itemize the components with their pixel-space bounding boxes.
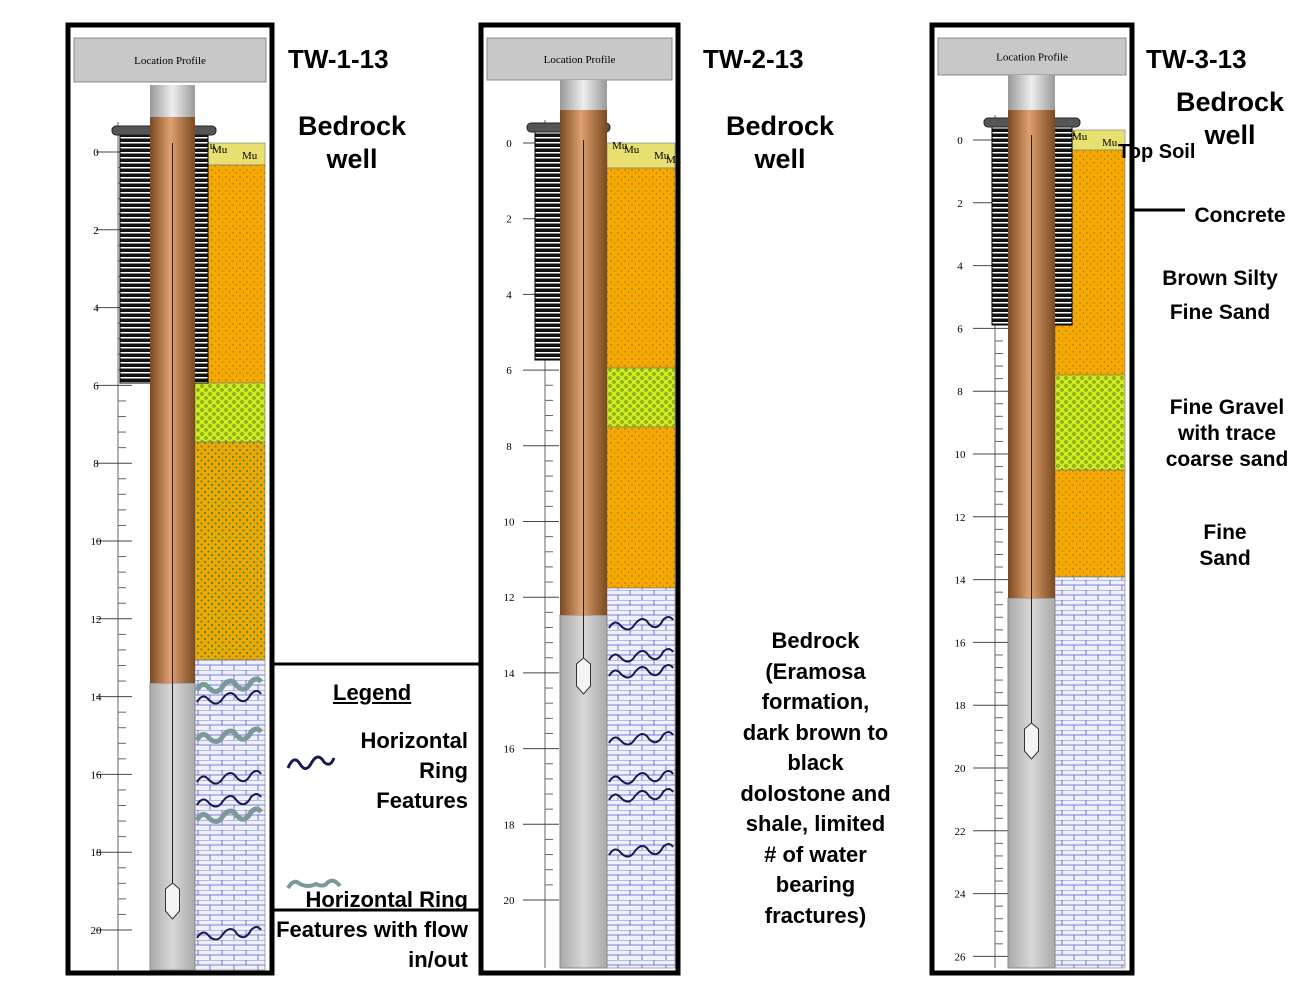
- soil-layer: [606, 142, 676, 169]
- depth-label: 6: [957, 323, 963, 335]
- soil-code: Mu: [1102, 137, 1118, 149]
- profile-header: [486, 37, 673, 81]
- soil-layer: [606, 367, 676, 428]
- ring-feature: [196, 690, 262, 705]
- depth-label: 26: [955, 951, 967, 963]
- probe: [165, 882, 180, 920]
- depth-label: 12: [955, 512, 966, 524]
- depth-label: 18: [91, 847, 103, 859]
- ring-feature: [608, 664, 674, 679]
- depth-label: 0: [93, 147, 99, 159]
- depth-label: 16: [91, 769, 103, 781]
- soil-label: Brown Silty Fine Sand: [1162, 267, 1278, 324]
- legend-ring-icon: [286, 755, 336, 770]
- soil-layer: [194, 382, 266, 443]
- legend-flow-icon: [286, 878, 342, 890]
- ring-feature: [194, 726, 264, 744]
- ring-feature: [608, 770, 674, 785]
- soil-layer: [1054, 374, 1126, 471]
- profile-header-label: Location Profile: [996, 52, 1068, 64]
- profile-header: [73, 37, 267, 83]
- profile-header-label: Location Profile: [134, 55, 206, 67]
- depth-label: 22: [955, 826, 966, 838]
- ring-feature: [608, 616, 674, 631]
- soil-layer: [606, 426, 676, 589]
- profile-header: [937, 37, 1127, 76]
- depth-label: 12: [504, 592, 515, 604]
- soil-label: Concrete: [1194, 204, 1286, 227]
- legend-title: Legend: [333, 680, 412, 705]
- depth-label: 4: [93, 303, 99, 315]
- depth-label: 0: [957, 135, 963, 147]
- depth-label: 18: [955, 700, 967, 712]
- soil-code: Mu: [212, 144, 228, 156]
- depth-label: 10: [504, 517, 516, 529]
- depth-label: 2: [957, 198, 963, 210]
- riser-cap: [1008, 75, 1055, 110]
- depth-label: 14: [955, 575, 967, 587]
- ring-feature: [196, 926, 262, 941]
- depth-label: 8: [506, 441, 512, 453]
- soil-code: Mu: [666, 154, 682, 166]
- depth-label: 14: [91, 692, 103, 704]
- depth-label: 16: [504, 744, 516, 756]
- depth-label: 2: [506, 214, 512, 226]
- depth-label: 0: [506, 138, 512, 150]
- legend-item: Horizontal Ring Features with flow in/ou…: [276, 887, 468, 972]
- depth-label: 12: [91, 614, 102, 626]
- soil-code: Mu: [612, 140, 628, 152]
- soil-layer: [606, 167, 676, 369]
- depth-label: 18: [504, 819, 516, 831]
- soil-code: Mu: [624, 144, 640, 156]
- ring-feature: [608, 788, 674, 803]
- soil-code: Mu: [654, 150, 670, 162]
- ring-feature: [608, 731, 674, 746]
- depth-label: 10: [91, 536, 103, 548]
- depth-label: 24: [955, 889, 967, 901]
- ring-feature: [608, 843, 674, 858]
- profile-header-label: Location Profile: [544, 54, 616, 66]
- ring-feature: [196, 770, 262, 785]
- depth-label: 4: [957, 261, 963, 273]
- soil-label: Fine Sand: [1199, 521, 1251, 570]
- legend-item: Horizontal Ring Features: [360, 728, 468, 813]
- bedrock-description: Bedrock (Eramosa formation, dark brown t…: [740, 628, 891, 928]
- depth-label: 2: [93, 225, 99, 237]
- ring-feature: [194, 676, 264, 694]
- depth-label: 20: [504, 895, 516, 907]
- soil-label: Fine Gravel with trace coarse sand: [1165, 396, 1289, 471]
- ring-feature: [194, 806, 264, 824]
- soil-layer: [606, 587, 676, 969]
- depth-label: 16: [955, 637, 967, 649]
- depth-label: 20: [91, 925, 103, 937]
- depth-label: 8: [957, 386, 963, 398]
- well-name: TW-3-13: [1146, 44, 1247, 74]
- soil-layer: [1054, 469, 1126, 578]
- probe: [1024, 722, 1039, 760]
- well-name: TW-2-13: [703, 44, 804, 74]
- depth-label: 10: [955, 449, 967, 461]
- ring-feature: [608, 648, 674, 663]
- depth-label: 8: [93, 458, 99, 470]
- depth-label: 20: [955, 763, 967, 775]
- soil-label: Top Soil: [1118, 141, 1196, 163]
- depth-label: 4: [506, 289, 512, 301]
- well-title: Bedrock well: [725, 111, 835, 174]
- depth-label: 6: [506, 365, 512, 377]
- soil-code: Mu: [1072, 131, 1088, 143]
- probe: [576, 657, 591, 695]
- depth-label: 14: [504, 668, 516, 680]
- riser-cap: [150, 85, 195, 117]
- well-title: Bedrock well: [1175, 87, 1285, 150]
- soil-layer: [1054, 576, 1126, 969]
- soil-code: Mu: [242, 150, 258, 162]
- well-name: TW-1-13: [288, 44, 389, 74]
- depth-label: 6: [93, 380, 99, 392]
- ring-feature: [196, 793, 262, 808]
- riser-cap: [560, 80, 607, 110]
- soil-layer: [194, 441, 266, 661]
- well-title: Bedrock well: [297, 111, 407, 174]
